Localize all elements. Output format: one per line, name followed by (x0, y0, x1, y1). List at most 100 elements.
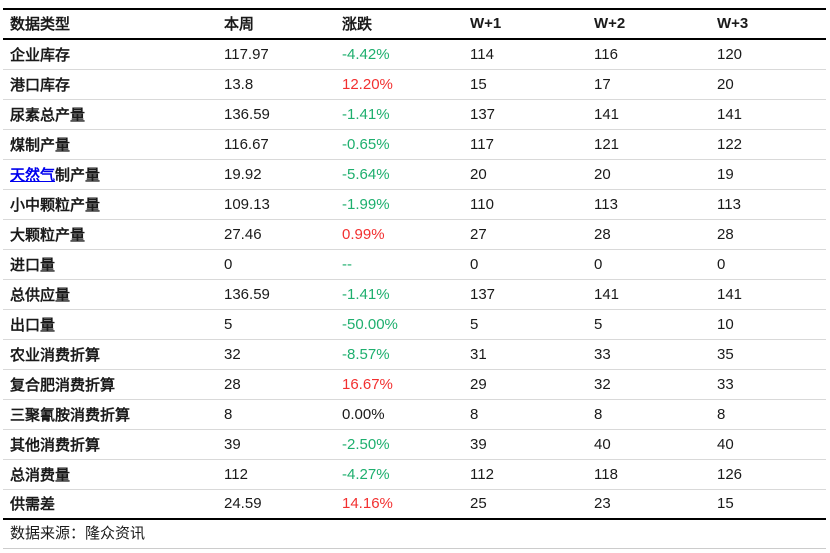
cell-this-week: 8 (217, 399, 335, 430)
cell-w2: 20 (587, 159, 710, 190)
cell-change: -8.57% (335, 339, 463, 370)
row-label: 农业消费折算 (3, 339, 217, 370)
cell-w1: 27 (463, 219, 587, 250)
table-row: 三聚氰胺消费折算 8 0.00% 8 8 8 (3, 399, 826, 430)
cell-w3: 40 (710, 429, 826, 460)
cell-w2: 113 (587, 189, 710, 220)
table-row: 其他消费折算 39 -2.50% 39 40 40 (3, 429, 826, 460)
cell-w2: 23 (587, 489, 710, 520)
cell-w2: 121 (587, 129, 710, 160)
row-label: 供需差 (3, 489, 217, 520)
cell-this-week: 0 (217, 249, 335, 280)
row-label: 其他消费折算 (3, 429, 217, 460)
cell-this-week: 19.92 (217, 159, 335, 190)
cell-w1: 39 (463, 429, 587, 460)
column-header-this-week: 本周 (224, 16, 255, 33)
cell-w3: 35 (710, 339, 826, 370)
cell-w3: 20 (710, 69, 826, 100)
cell-w2: 28 (587, 219, 710, 250)
cell-w2: 5 (587, 309, 710, 340)
header-row: 数据类型 本周 涨跌 W+1 W+2 W+3 (3, 9, 826, 39)
cell-w1: 8 (463, 399, 587, 430)
cell-change: -- (335, 249, 463, 280)
cell-change: -5.64% (335, 159, 463, 190)
cell-w1: 15 (463, 69, 587, 100)
row-label: 天然气制产量 (3, 159, 217, 190)
cell-w3: 0 (710, 249, 826, 280)
row-label: 总消费量 (3, 459, 217, 490)
cell-w1: 25 (463, 489, 587, 520)
table-row: 港口库存 13.8 12.20% 15 17 20 (3, 69, 826, 100)
column-header-change: 涨跌 (342, 16, 373, 33)
table-row: 供需差 24.59 14.16% 25 23 15 (3, 489, 826, 520)
row-label: 大颗粒产量 (3, 219, 217, 250)
cell-change: 14.16% (335, 489, 463, 520)
table-row: 大颗粒产量 27.46 0.99% 27 28 28 (3, 219, 826, 250)
data-source-note: 数据来源：隆众资讯 (3, 520, 826, 549)
cell-w2: 32 (587, 369, 710, 400)
cell-change: -4.42% (335, 39, 463, 70)
cell-change: -2.50% (335, 429, 463, 460)
cell-this-week: 39 (217, 429, 335, 460)
row-label: 小中颗粒产量 (3, 189, 217, 220)
cell-w2: 141 (587, 279, 710, 310)
column-header-w2: W+2 (594, 15, 626, 32)
cell-this-week: 116.67 (217, 129, 335, 160)
table-row: 总供应量 136.59 -1.41% 137 141 141 (3, 279, 826, 310)
table-row: 进口量 0 -- 0 0 0 (3, 249, 826, 280)
row-label: 企业库存 (3, 39, 217, 70)
cell-this-week: 117.97 (217, 39, 335, 70)
cell-w2: 8 (587, 399, 710, 430)
cell-change: -4.27% (335, 459, 463, 490)
row-label-link[interactable]: 天然气 (10, 166, 56, 184)
cell-w2: 17 (587, 69, 710, 100)
cell-w3: 19 (710, 159, 826, 190)
column-header-data-type: 数据类型 (10, 16, 71, 33)
cell-w2: 141 (587, 99, 710, 130)
cell-w3: 113 (710, 189, 826, 220)
cell-this-week: 13.8 (217, 69, 335, 100)
cell-change: -50.00% (335, 309, 463, 340)
row-label: 复合肥消费折算 (3, 369, 217, 400)
cell-this-week: 112 (217, 459, 335, 490)
row-label: 总供应量 (3, 279, 217, 310)
cell-w3: 15 (710, 489, 826, 520)
cell-change: -1.41% (335, 279, 463, 310)
table-row: 总消费量 112 -4.27% 112 118 126 (3, 459, 826, 490)
row-label: 出口量 (3, 309, 217, 340)
cell-w3: 122 (710, 129, 826, 160)
cell-w2: 118 (587, 459, 710, 490)
cell-this-week: 32 (217, 339, 335, 370)
cell-w1: 112 (463, 459, 587, 490)
cell-this-week: 5 (217, 309, 335, 340)
cell-w1: 29 (463, 369, 587, 400)
cell-w3: 8 (710, 399, 826, 430)
cell-change: -0.65% (335, 129, 463, 160)
cell-change: -1.41% (335, 99, 463, 130)
table-row: 天然气制产量 19.92 -5.64% 20 20 19 (3, 159, 826, 190)
cell-w2: 0 (587, 249, 710, 280)
cell-this-week: 136.59 (217, 99, 335, 130)
cell-w3: 10 (710, 309, 826, 340)
column-header-w3: W+3 (717, 15, 749, 32)
row-label: 煤制产量 (3, 129, 217, 160)
table-row: 尿素总产量 136.59 -1.41% 137 141 141 (3, 99, 826, 130)
cell-w2: 40 (587, 429, 710, 460)
cell-change: 0.00% (335, 399, 463, 430)
cell-w1: 137 (463, 99, 587, 130)
cell-w1: 114 (463, 39, 587, 70)
cell-w3: 141 (710, 279, 826, 310)
table-row: 企业库存 117.97 -4.42% 114 116 120 (3, 39, 826, 70)
urea-data-table: 数据类型 本周 涨跌 W+1 W+2 W+3 企业库存 117.97 -4.42% 1… (3, 8, 826, 520)
cell-change: 12.20% (335, 69, 463, 100)
cell-this-week: 109.13 (217, 189, 335, 220)
cell-w1: 31 (463, 339, 587, 370)
cell-w3: 141 (710, 99, 826, 130)
row-label: 进口量 (3, 249, 217, 280)
table-row: 煤制产量 116.67 -0.65% 117 121 122 (3, 129, 826, 160)
cell-w2: 33 (587, 339, 710, 370)
cell-w1: 0 (463, 249, 587, 280)
table-row: 出口量 5 -50.00% 5 5 10 (3, 309, 826, 340)
cell-w1: 20 (463, 159, 587, 190)
